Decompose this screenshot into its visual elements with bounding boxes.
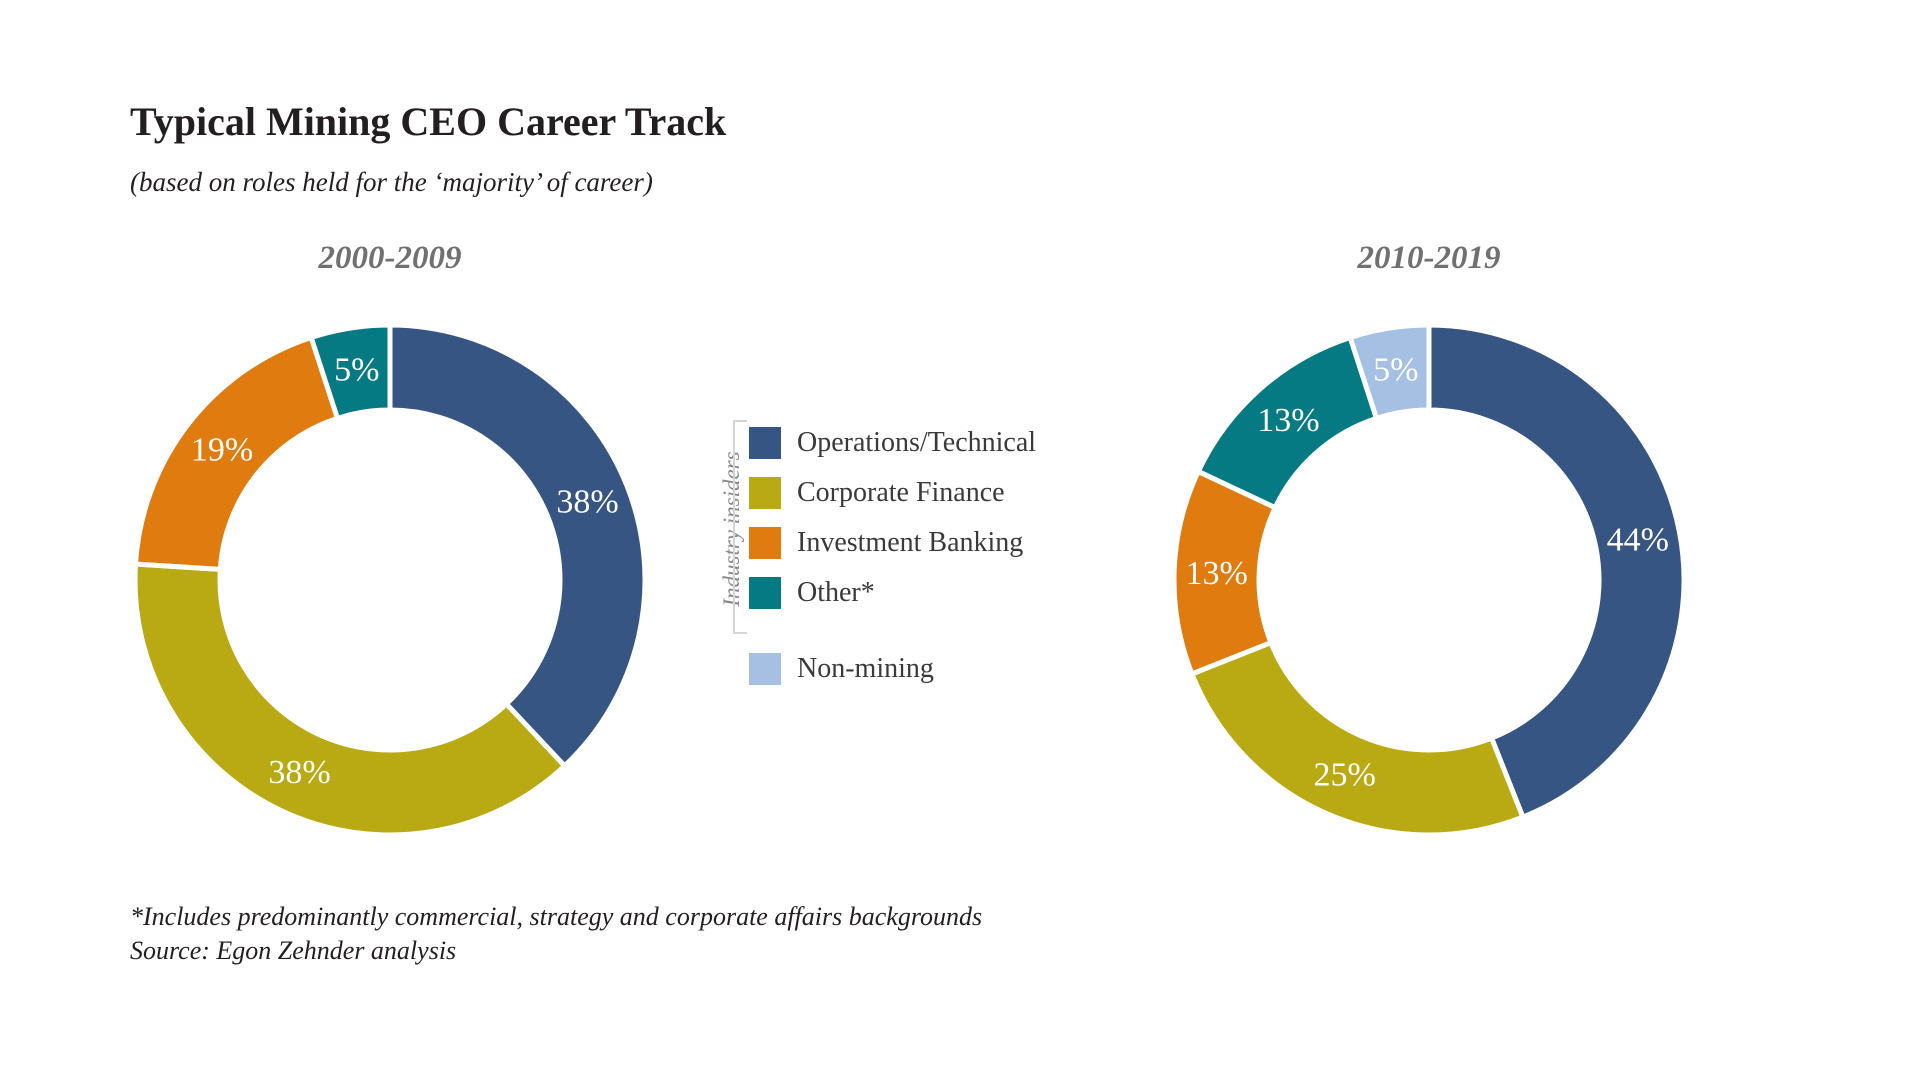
slice-value-label: 44%	[1607, 522, 1669, 559]
legend-swatch-operations-technical	[749, 427, 781, 459]
slice-other	[308, 322, 393, 421]
legend-bracket	[733, 420, 747, 634]
legend-item-investment-banking: Investment Banking	[749, 526, 1023, 560]
slice-value-label: 5%	[334, 352, 379, 389]
chart-title: Typical Mining CEO Career Track	[130, 99, 727, 144]
donut-chart-2000-2009: 38% 38% 19% 5%	[132, 322, 648, 838]
period-title-2000-2009: 2000-2009	[318, 240, 462, 276]
footnote: *Includes predominantly commercial, stra…	[130, 900, 982, 968]
legend: Industry insiders Operations/Technical C…	[719, 420, 1133, 700]
donut-chart-2010-2019: 44% 25% 13% 13% 5%	[1171, 322, 1687, 838]
slice-value-label: 19%	[191, 431, 253, 468]
slice-value-label: 5%	[1373, 352, 1418, 389]
legend-swatch-non-mining	[749, 653, 781, 685]
footnote-note: *Includes predominantly commercial, stra…	[130, 902, 983, 931]
slice-corporate-finance	[1189, 640, 1526, 838]
legend-label: Non-mining	[797, 653, 934, 684]
slice-value-label: 38%	[556, 483, 618, 520]
slice-operations-technical	[387, 322, 648, 769]
legend-swatch-investment-banking	[749, 527, 781, 559]
legend-item-corporate-finance: Corporate Finance	[749, 476, 1005, 510]
slice-value-label: 38%	[268, 754, 330, 791]
slice-value-label: 13%	[1257, 402, 1319, 439]
legend-item-operations-technical: Operations/Technical	[749, 426, 1036, 460]
period-title-2010-2019: 2010-2019	[1357, 240, 1501, 276]
slice-value-label: 25%	[1313, 757, 1375, 794]
slice-operations-technical	[1426, 322, 1687, 820]
slice-non-mining	[1347, 322, 1432, 421]
legend-label: Corporate Finance	[797, 477, 1005, 508]
legend-item-non-mining: Non-mining	[749, 652, 934, 686]
chart-subtitle: (based on roles held for the ‘majority’ …	[130, 167, 653, 197]
legend-label: Operations/Technical	[797, 427, 1037, 458]
legend-swatch-corporate-finance	[749, 477, 781, 509]
legend-item-other: Other*	[749, 576, 875, 610]
slice-value-label: 13%	[1185, 555, 1247, 592]
footnote-source: Source: Egon Zehnder analysis	[130, 936, 457, 965]
slice-corporate-finance	[132, 561, 568, 838]
legend-label: Other*	[797, 577, 875, 608]
legend-swatch-other	[749, 577, 781, 609]
legend-label: Investment Banking	[797, 527, 1024, 558]
